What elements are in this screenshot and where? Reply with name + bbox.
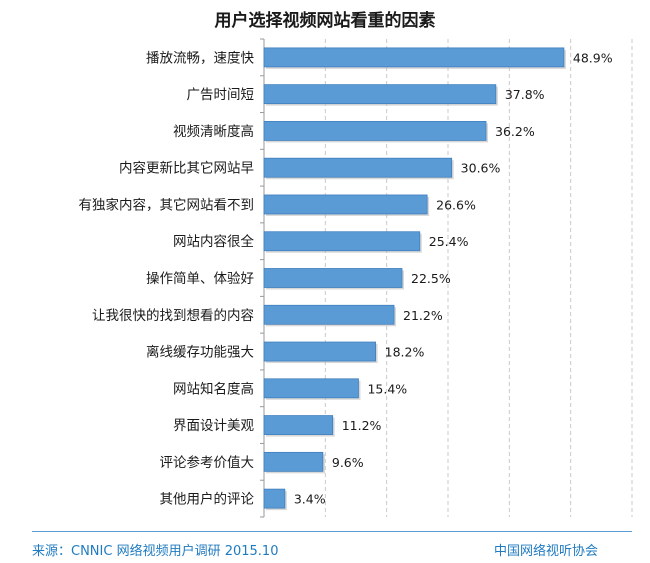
category-label: 播放流畅，速度快 [146, 50, 254, 66]
bar [263, 304, 395, 325]
category-label: 让我很快的找到想看的内容 [92, 307, 254, 324]
bar [263, 231, 421, 252]
chart-title: 用户选择视频网站看重的因素 [214, 11, 436, 31]
value-label: 3.4% [294, 492, 326, 507]
category-label: 视频清晰度高 [173, 123, 254, 140]
category-label: 网站知名度高 [173, 380, 254, 397]
category-label: 其他用户的评论 [160, 491, 255, 508]
bar [263, 194, 428, 215]
value-label: 21.2% [403, 308, 443, 323]
category-label: 内容更新比其它网站早 [119, 160, 254, 177]
category-label: 网站内容很全 [173, 233, 254, 250]
footer-source: 来源：CNNIC 网络视频用户调研 2015.10 [32, 544, 279, 559]
bar [263, 341, 377, 362]
value-label: 11.2% [342, 418, 382, 433]
bar [263, 488, 286, 509]
footer-org: 中国网络视听协会 [493, 544, 598, 559]
bar [263, 47, 565, 68]
category-label: 离线缓存功能强大 [146, 344, 254, 361]
bar [263, 451, 324, 472]
value-label: 15.4% [367, 381, 407, 396]
category-label: 操作简单、体验好 [146, 270, 254, 287]
value-label: 30.6% [461, 161, 501, 176]
bar [263, 268, 403, 288]
value-label: 22.5% [411, 271, 451, 286]
category-label: 评论参考价值大 [160, 454, 255, 471]
value-label: 37.8% [505, 87, 545, 102]
value-label: 36.2% [495, 124, 535, 139]
bar [263, 378, 359, 399]
footer-divider [32, 531, 632, 532]
value-label: 25.4% [429, 234, 469, 249]
value-label: 48.9% [573, 50, 613, 65]
value-label: 9.6% [332, 455, 364, 470]
category-label: 界面设计美观 [173, 418, 254, 434]
value-label: 18.2% [385, 345, 425, 360]
bar [263, 157, 453, 178]
value-label: 26.6% [436, 197, 476, 212]
category-label: 有独家内容，其它网站看不到 [79, 196, 255, 213]
bar [263, 121, 487, 141]
category-label: 广告时间短 [187, 87, 255, 103]
bar [263, 84, 497, 105]
bar [263, 415, 334, 435]
